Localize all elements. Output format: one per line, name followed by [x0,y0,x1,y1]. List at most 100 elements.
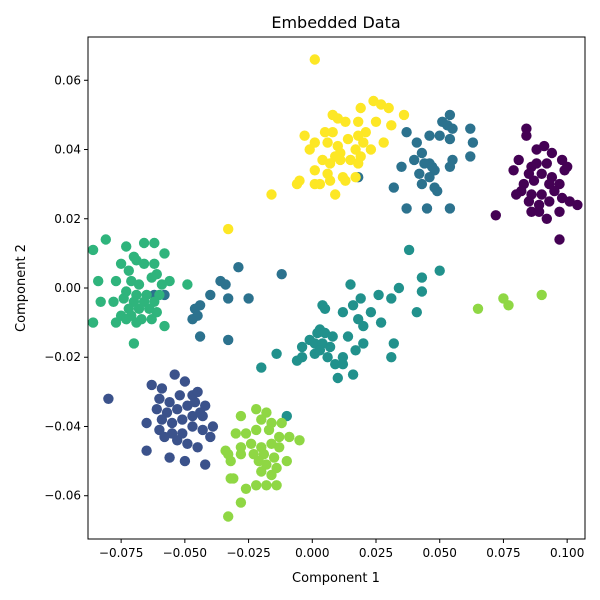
data-point-cluster-7-31 [324,158,336,169]
data-point-cluster-5-2 [100,234,112,245]
data-point-cluster-2-29 [172,435,183,446]
x-axis-label: Component 1 [292,571,380,586]
data-point-cluster-7-38 [353,158,364,169]
data-point-cluster-5-12 [149,258,160,269]
data-point-cluster-1-13 [559,165,570,176]
x-tick-label: 0.000 [295,546,329,560]
data-point-cluster-5-20 [146,272,157,283]
data-point-cluster-1-33 [490,210,501,221]
data-point-cluster-4-39 [256,362,267,373]
data-point-cluster-1-34 [554,234,565,245]
data-point-cluster-7-47 [223,223,234,235]
data-point-cluster-4-12 [319,303,331,314]
data-point-cluster-4-34 [314,345,326,356]
data-point-cluster-1-21 [549,185,560,197]
data-point-cluster-3-42 [187,314,198,325]
data-point-cluster-6-21 [235,449,247,460]
data-point-cluster-6-19 [274,442,285,453]
data-point-cluster-3-6 [401,127,412,138]
data-point-cluster-4-23 [342,331,354,342]
data-point-cluster-7-12 [386,120,397,131]
data-point-cluster-3-1 [444,109,456,121]
data-point-cluster-2-27 [197,424,208,436]
data-point-cluster-3-45 [194,331,206,342]
data-point-cluster-5-33 [133,303,145,314]
data-point-cluster-7-17 [342,133,354,145]
data-point-cluster-4-5 [393,282,405,294]
data-point-cluster-3-4 [447,123,458,134]
data-point-cluster-7-24 [304,144,315,155]
data-point-cluster-1-22 [511,189,522,200]
data-point-cluster-1-23 [523,196,535,207]
data-point-cluster-4-10 [347,300,359,311]
data-point-cluster-3-22 [414,168,425,179]
x-tick-label: −0.025 [226,546,270,560]
data-point-cluster-2-28 [159,431,170,443]
data-point-cluster-6-29 [281,455,292,467]
data-point-cluster-6-25 [225,455,236,467]
data-point-cluster-3-26 [432,185,443,197]
data-point-cluster-3-28 [401,203,412,214]
data-point-cluster-7-10 [353,116,364,128]
data-point-cluster-7-1 [309,54,320,65]
data-point-cluster-4-7 [373,289,384,301]
data-point-cluster-4-18 [375,317,387,328]
data-point-cluster-3-35 [220,279,231,290]
data-point-cluster-4-4 [345,279,356,290]
data-point-cluster-2-30 [182,438,193,449]
data-point-cluster-5-45 [128,338,140,349]
data-point-cluster-5-3 [121,241,132,252]
data-point-cluster-2-34 [179,455,191,467]
data-point-cluster-2-26 [187,421,198,432]
data-point-cluster-4-3 [416,272,428,283]
data-point-cluster-2-33 [164,452,175,463]
data-point-cluster-5-5 [149,237,160,249]
data-point-cluster-3-27 [388,182,399,193]
data-point-cluster-5-4 [138,237,150,249]
data-point-cluster-6-36 [271,480,282,491]
data-point-cluster-7-34 [309,165,320,176]
data-point-cluster-4-44 [386,352,397,363]
data-point-cluster-3-21 [465,151,476,162]
y-tick-label: 0.04 [54,143,81,157]
data-point-cluster-6-37 [240,483,252,494]
data-point-cluster-7-23 [378,137,389,148]
data-point-cluster-7-9 [340,116,351,128]
data-point-cluster-6-42 [503,300,514,311]
data-point-cluster-1-35 [531,158,542,169]
data-point-cluster-6-12 [284,431,295,443]
data-point-cluster-7-14 [299,130,310,141]
data-point-cluster-1-20 [536,189,547,200]
data-point-cluster-1-37 [523,168,535,179]
data-point-cluster-6-11 [274,431,285,443]
data-point-cluster-5-40 [87,317,99,328]
data-point-cluster-5-43 [131,317,142,328]
data-point-cluster-3-9 [444,133,456,145]
x-tick-label: 0.100 [550,546,584,560]
data-point-cluster-6-33 [225,473,236,484]
data-point-cluster-6-38 [235,497,247,508]
data-point-cluster-1-32 [554,206,565,217]
data-point-cluster-7-46 [266,189,277,200]
data-point-cluster-7-5 [355,102,366,114]
data-point-cluster-3-20 [447,154,458,166]
data-point-cluster-4-8 [355,293,366,304]
data-point-cluster-4-22 [327,331,338,342]
data-point-cluster-5-44 [159,320,170,332]
data-point-cluster-7-15 [327,127,338,138]
data-point-cluster-2-22 [141,417,152,429]
data-point-cluster-2-5 [179,376,191,387]
data-point-cluster-4-9 [386,293,397,304]
y-tick-label: 0.06 [54,73,81,87]
data-point-cluster-7-4 [383,102,394,114]
data-point-cluster-2-4 [169,369,180,380]
data-point-cluster-2-38 [194,407,206,418]
data-point-cluster-5-9 [115,258,127,269]
data-point-cluster-4-14 [411,307,422,318]
data-point-cluster-4-20 [312,327,323,339]
data-point-cluster-4-13 [365,307,377,318]
data-point-cluster-1-31 [541,213,552,224]
y-tick-label: −0.04 [44,419,81,433]
data-point-cluster-7-27 [365,144,377,155]
data-point-cluster-3-12 [416,147,428,159]
